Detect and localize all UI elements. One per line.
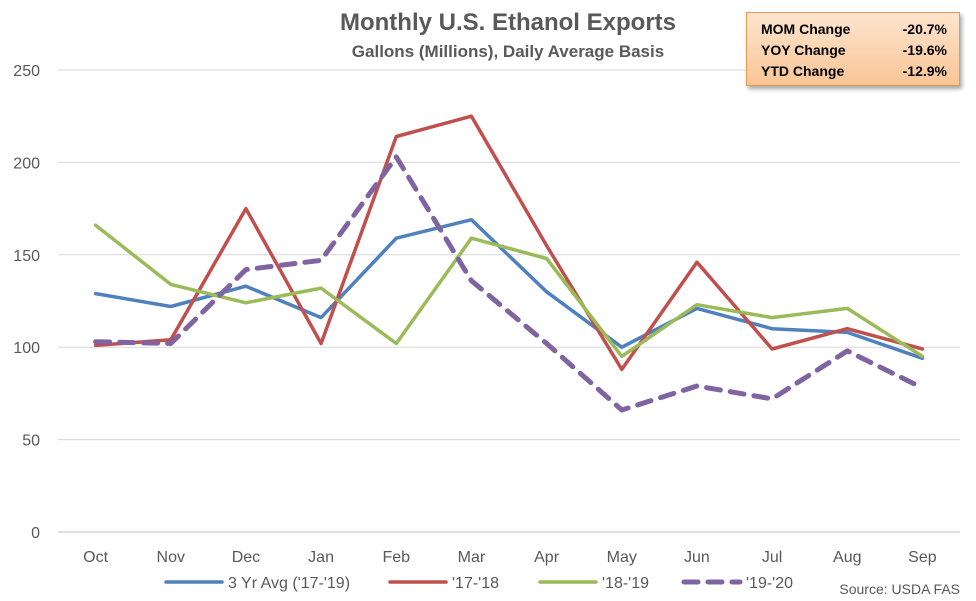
stat-label: YTD Change [761, 63, 845, 79]
y-axis-ticks: 0 50 100 150 200 250 [13, 63, 40, 542]
stat-value: -19.6% [902, 42, 947, 58]
series-line [93, 223, 925, 359]
x-tick-label: Aug [833, 549, 861, 566]
gridlines [58, 69, 960, 533]
legend-label: '17-'18 [452, 575, 499, 592]
stat-row-ytd: YTD Change -12.9% [761, 61, 947, 82]
chart-title: Monthly U.S. Ethanol Exports [340, 9, 676, 36]
y-tick-label: 0 [31, 525, 40, 542]
legend-label: 3 Yr Avg ('17-'19) [228, 575, 350, 592]
x-tick-label: Jan [308, 549, 334, 566]
x-tick-label: Apr [534, 549, 560, 566]
legend: 3 Yr Avg ('17-'19) '17-'18 '18-'19 '19-'20 [164, 575, 793, 592]
series-line [93, 114, 925, 372]
stat-label: MOM Change [761, 21, 851, 37]
y-tick-label: 50 [22, 433, 40, 450]
x-tick-label: Jul [762, 549, 782, 566]
x-tick-label: Jun [684, 549, 710, 566]
x-tick-label: Sep [908, 549, 937, 566]
x-tick-label: Feb [382, 549, 410, 566]
change-stats-box: MOM Change -20.7% YOY Change -19.6% YTD … [746, 12, 960, 86]
x-axis-ticks: Oct Nov Dec Jan Feb Mar Apr May Jun Jul Aug Sep [83, 549, 937, 566]
series-lines [93, 114, 925, 413]
x-tick-label: Nov [157, 549, 185, 566]
series-line [93, 154, 925, 413]
x-tick-label: Oct [83, 549, 108, 566]
x-tick-label: Mar [458, 549, 486, 566]
source-note: Source: USDA FAS [839, 581, 960, 597]
stat-row-yoy: YOY Change -19.6% [761, 40, 947, 61]
chart-subtitle: Gallons (Millions), Daily Average Basis [352, 42, 664, 61]
x-tick-label: May [607, 549, 637, 566]
stat-value: -20.7% [902, 21, 947, 37]
series-line [93, 217, 925, 361]
y-tick-label: 100 [13, 340, 40, 357]
stat-value: -12.9% [902, 63, 947, 79]
stat-row-mom: MOM Change -20.7% [761, 19, 947, 40]
y-tick-label: 150 [13, 248, 40, 265]
stat-label: YOY Change [761, 42, 846, 58]
y-tick-label: 200 [13, 155, 40, 172]
y-tick-label: 250 [13, 63, 40, 80]
legend-label: '18-'19 [602, 575, 649, 592]
x-tick-label: Dec [232, 549, 260, 566]
legend-label: '19-'20 [746, 575, 793, 592]
